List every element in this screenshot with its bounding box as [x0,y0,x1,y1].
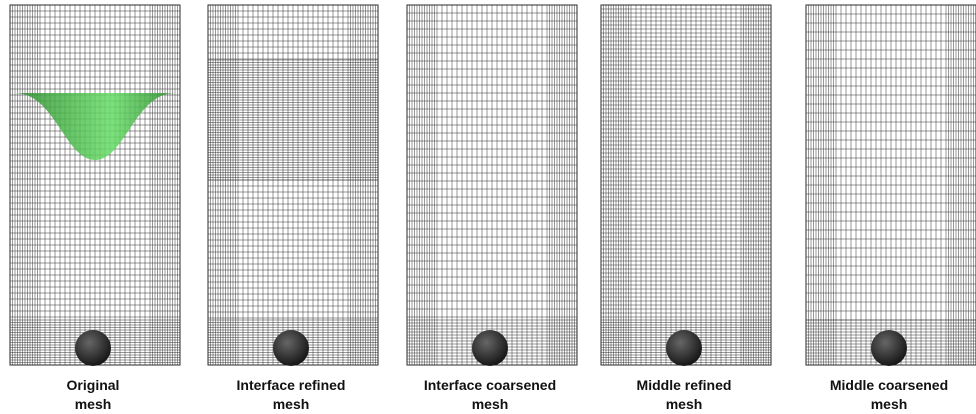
panel-caption: mesh [472,396,509,412]
sphere [666,330,702,366]
panel-caption: mesh [75,396,112,412]
mesh-grid [10,5,180,365]
panel-caption: mesh [273,396,310,412]
panel-caption: Interface refined [237,377,346,393]
mesh-grid [806,5,976,365]
panel-caption: Interface coarsened [424,377,556,393]
panel-caption: Middle coarsened [830,377,948,393]
panel-caption: mesh [871,396,908,412]
sphere [75,330,111,366]
panel-caption: Original [67,377,120,393]
sphere [871,330,907,366]
sphere [472,330,508,366]
panel-caption: mesh [666,396,703,412]
figure: Original mesh Interface refined mesh Interfa… [0,0,976,414]
sphere [273,330,309,366]
panel-caption: Middle refined [637,377,732,393]
